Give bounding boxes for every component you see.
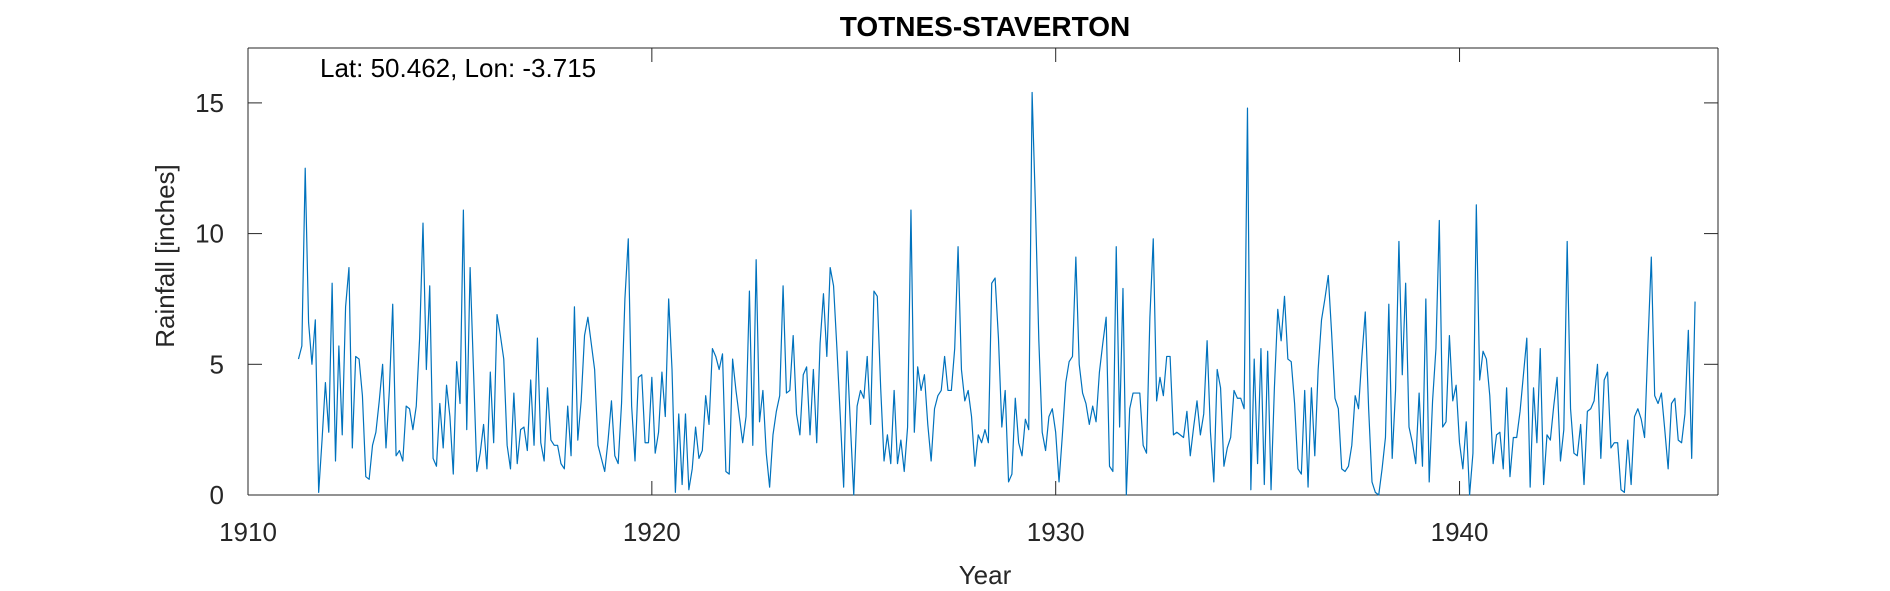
y-tick-label: 15 [195, 88, 224, 118]
axes-box [247, 47, 1719, 496]
y-axis-label: Rainfall [inches] [150, 164, 180, 348]
chart-title: TOTNES-STAVERTON [840, 11, 1130, 42]
location-annotation: Lat: 50.462, Lon: -3.715 [320, 53, 596, 83]
x-axis-label: Year [959, 560, 1012, 590]
tick-labels: 1910 1920 1930 1940 0 5 10 15 [195, 88, 1488, 547]
rainfall-series-line [297, 91, 1696, 496]
y-tick-label: 10 [195, 219, 224, 249]
axis-ticks [247, 48, 1718, 496]
x-tick-label: 1920 [623, 517, 681, 547]
y-tick-label: 5 [210, 349, 224, 379]
y-tick-label: 0 [210, 480, 224, 510]
x-tick-label: 1930 [1027, 517, 1085, 547]
x-tick-label: 1940 [1431, 517, 1489, 547]
x-tick-label: 1910 [219, 517, 277, 547]
